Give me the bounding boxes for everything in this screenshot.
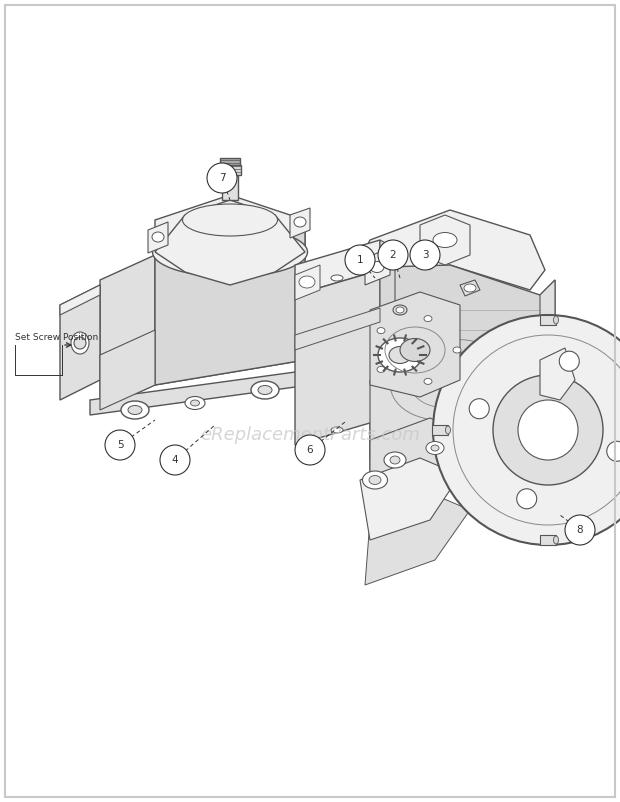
Text: 7: 7: [219, 173, 225, 183]
Polygon shape: [60, 285, 100, 400]
Polygon shape: [432, 425, 448, 435]
Polygon shape: [420, 215, 470, 265]
Text: Set Screw Position: Set Screw Position: [15, 334, 98, 342]
Polygon shape: [90, 370, 310, 415]
Polygon shape: [540, 415, 555, 445]
Ellipse shape: [390, 456, 400, 464]
Polygon shape: [370, 292, 460, 397]
Polygon shape: [540, 315, 556, 325]
Ellipse shape: [153, 227, 308, 277]
Text: 8: 8: [577, 525, 583, 535]
Polygon shape: [290, 208, 310, 238]
Text: 3: 3: [422, 250, 428, 260]
Polygon shape: [155, 195, 305, 315]
Polygon shape: [540, 280, 555, 460]
Circle shape: [565, 515, 595, 545]
Circle shape: [469, 399, 489, 419]
Polygon shape: [222, 175, 238, 200]
Circle shape: [559, 351, 579, 371]
Ellipse shape: [331, 427, 343, 433]
Polygon shape: [148, 222, 168, 253]
Ellipse shape: [377, 367, 385, 372]
Ellipse shape: [453, 347, 461, 353]
Circle shape: [516, 488, 537, 508]
Ellipse shape: [464, 284, 476, 292]
Polygon shape: [100, 255, 155, 405]
Ellipse shape: [378, 338, 422, 372]
Circle shape: [207, 163, 237, 193]
Polygon shape: [60, 285, 100, 315]
Polygon shape: [380, 240, 395, 428]
Circle shape: [433, 315, 620, 545]
Circle shape: [493, 375, 603, 485]
Polygon shape: [155, 230, 305, 385]
Ellipse shape: [400, 338, 430, 362]
Polygon shape: [370, 350, 540, 460]
Text: eReplacementParts.com: eReplacementParts.com: [200, 426, 420, 444]
Ellipse shape: [294, 217, 306, 227]
Polygon shape: [295, 240, 380, 295]
Polygon shape: [100, 355, 305, 410]
Polygon shape: [460, 280, 480, 296]
Ellipse shape: [384, 452, 406, 468]
Ellipse shape: [121, 401, 149, 419]
Polygon shape: [295, 308, 380, 350]
Polygon shape: [295, 265, 320, 300]
Polygon shape: [365, 495, 470, 585]
Ellipse shape: [433, 233, 457, 248]
Ellipse shape: [389, 346, 411, 363]
Ellipse shape: [431, 445, 439, 451]
Polygon shape: [360, 458, 460, 540]
Ellipse shape: [554, 316, 559, 324]
Ellipse shape: [554, 536, 559, 544]
Polygon shape: [540, 348, 575, 400]
Ellipse shape: [377, 327, 385, 334]
Polygon shape: [355, 265, 555, 490]
Ellipse shape: [258, 386, 272, 395]
Ellipse shape: [71, 332, 89, 354]
Circle shape: [345, 245, 375, 275]
Ellipse shape: [446, 426, 451, 434]
Ellipse shape: [426, 441, 444, 455]
Ellipse shape: [393, 305, 407, 315]
Ellipse shape: [152, 232, 164, 242]
Ellipse shape: [190, 400, 200, 406]
Polygon shape: [219, 165, 241, 175]
Polygon shape: [155, 200, 305, 285]
Ellipse shape: [369, 476, 381, 484]
Circle shape: [160, 445, 190, 475]
Polygon shape: [365, 248, 390, 285]
Ellipse shape: [396, 307, 404, 313]
Circle shape: [607, 441, 620, 461]
Polygon shape: [100, 330, 155, 410]
Circle shape: [105, 430, 135, 460]
Circle shape: [74, 337, 86, 349]
Ellipse shape: [424, 316, 432, 322]
Text: 5: 5: [117, 440, 123, 450]
Ellipse shape: [299, 276, 315, 288]
Circle shape: [410, 240, 440, 270]
Ellipse shape: [331, 275, 343, 281]
Ellipse shape: [363, 471, 388, 489]
Ellipse shape: [182, 204, 278, 236]
Text: 4: 4: [172, 455, 179, 465]
Ellipse shape: [370, 261, 384, 273]
Ellipse shape: [251, 381, 279, 399]
Polygon shape: [355, 210, 545, 290]
Ellipse shape: [185, 396, 205, 410]
Ellipse shape: [424, 379, 432, 384]
Circle shape: [295, 435, 325, 465]
Circle shape: [378, 240, 408, 270]
Polygon shape: [295, 270, 380, 445]
Polygon shape: [540, 535, 556, 545]
Text: 6: 6: [307, 445, 313, 455]
Polygon shape: [220, 158, 240, 165]
Text: 1: 1: [356, 255, 363, 265]
Ellipse shape: [128, 406, 142, 415]
Text: 2: 2: [390, 250, 396, 260]
Polygon shape: [370, 418, 460, 510]
Circle shape: [518, 400, 578, 460]
